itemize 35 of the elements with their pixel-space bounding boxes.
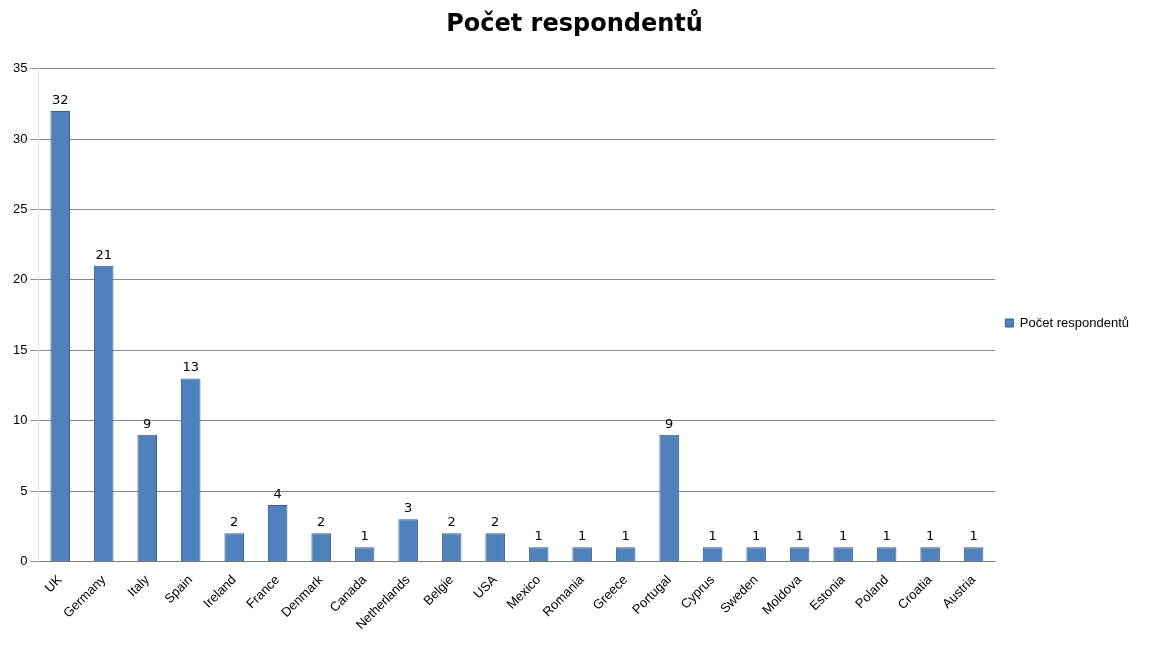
y-tick-label: 0 — [20, 552, 28, 568]
data-label: 1 — [838, 528, 848, 544]
data-label: 9 — [143, 415, 152, 431]
data-label: 2 — [230, 514, 239, 530]
data-label: 1 — [621, 528, 630, 544]
data-label: 32 — [51, 91, 69, 107]
data-label: 1 — [708, 528, 717, 544]
data-label: 4 — [273, 485, 282, 501]
data-label: 2 — [491, 514, 500, 530]
data-label: 2 — [447, 514, 456, 530]
data-label: 2 — [317, 514, 326, 530]
data-label: 13 — [182, 359, 199, 375]
y-tick-label: 30 — [12, 130, 28, 146]
chart-title: Počet respondentů — [446, 8, 703, 37]
x-tick-label: UK — [41, 571, 66, 596]
data-label: 1 — [534, 528, 543, 544]
y-tick-label: 25 — [12, 201, 28, 217]
y-tick-label: 15 — [12, 341, 28, 357]
y-tick-label: 20 — [12, 271, 28, 287]
data-label: 1 — [925, 528, 935, 544]
y-tick-label: 10 — [12, 412, 28, 428]
data-label: 1 — [578, 528, 587, 544]
data-label: 1 — [752, 528, 761, 544]
x-tick-label: Italy — [124, 571, 153, 600]
data-label: 1 — [795, 528, 804, 544]
data-label: 3 — [404, 500, 413, 516]
legend-label: Počet respondentů — [1019, 314, 1130, 330]
data-label: 1 — [360, 528, 369, 544]
y-tick-label: 35 — [12, 60, 28, 76]
data-label: 1 — [882, 528, 891, 544]
y-tick-label: 5 — [20, 482, 28, 498]
data-label: 9 — [665, 415, 674, 431]
x-tick-label: USA — [470, 571, 501, 602]
data-label: 1 — [969, 528, 978, 544]
data-label: 21 — [95, 246, 112, 262]
